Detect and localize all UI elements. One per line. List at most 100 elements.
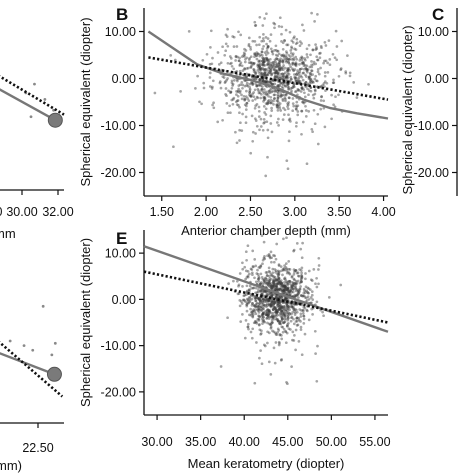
data-point [339,68,343,72]
data-point [294,269,298,272]
data-point [252,68,256,72]
data-point [196,74,199,78]
data-point [257,311,261,314]
data-point [254,52,257,56]
data-point [274,308,278,312]
data-point [299,294,303,298]
data-point [248,296,252,300]
data-point [253,53,257,57]
data-point [280,305,284,309]
data-point [243,47,246,51]
data-point [262,98,266,102]
data-point [266,321,269,325]
data-point [269,325,273,329]
data-point [272,68,276,71]
data-point [246,298,250,302]
data-point [300,86,304,89]
data-point [264,80,268,84]
data-point [268,255,271,258]
data-point [250,81,253,84]
data-point [262,33,265,36]
data-point [274,310,277,314]
data-point [270,82,274,86]
data-point [322,314,325,318]
data-point [248,87,252,91]
data-point [265,302,269,306]
data-point [248,300,252,304]
data-point [266,308,269,312]
data-point [236,90,240,94]
data-point [276,58,280,61]
data-point [248,82,252,86]
data-point [281,285,285,288]
data-point [292,322,296,326]
data-point [262,67,265,71]
data-point [262,60,266,64]
data-point [280,309,284,313]
data-point [254,264,258,268]
data-point [283,297,287,300]
data-point [285,324,289,328]
data-point [209,46,212,49]
data-point [263,290,266,294]
data-point [259,299,263,303]
data-point [31,348,35,352]
data-point [280,93,284,97]
data-point [277,101,280,104]
data-point [282,327,286,331]
data-point [243,336,247,340]
data-point [284,284,287,288]
data-point [293,293,297,297]
data-point [261,299,265,302]
data-point [249,94,253,98]
data-point [280,315,284,319]
data-point [264,313,268,317]
data-point [269,81,273,84]
data-point [279,300,282,303]
data-point [302,67,306,71]
data-point [257,109,261,113]
data-point [278,279,281,283]
data-point [286,324,289,328]
data-point [295,308,298,312]
data-point [265,58,269,62]
data-point [286,311,290,314]
data-point [286,107,290,111]
data-point [285,304,289,307]
data-point [287,271,291,275]
data-point [268,91,272,95]
data-point [289,328,292,331]
data-point [295,294,299,297]
data-point [292,84,295,88]
data-point [300,353,304,357]
y-tick-label: -20.00 [101,385,136,399]
data-point [274,66,277,69]
data-point [268,310,271,314]
data-point [272,93,276,97]
data-point [277,61,281,65]
data-point [265,312,268,315]
data-point [266,62,270,66]
data-point [316,58,319,62]
data-point [259,72,263,76]
data-point [280,309,284,313]
data-point [270,302,273,306]
data-point [301,312,305,315]
data-point [285,75,289,78]
data-point [266,136,270,140]
data-point [262,57,265,61]
data-point [262,68,266,72]
data-point [282,313,285,317]
data-point [293,68,297,71]
data-point [315,79,319,83]
data-point [275,317,279,321]
data-point [261,58,265,62]
data-point [264,303,268,307]
data-point [274,257,278,261]
data-point [302,101,306,105]
data-point [290,86,294,90]
data-point [299,315,303,318]
data-point [271,313,274,317]
data-point [244,121,248,125]
